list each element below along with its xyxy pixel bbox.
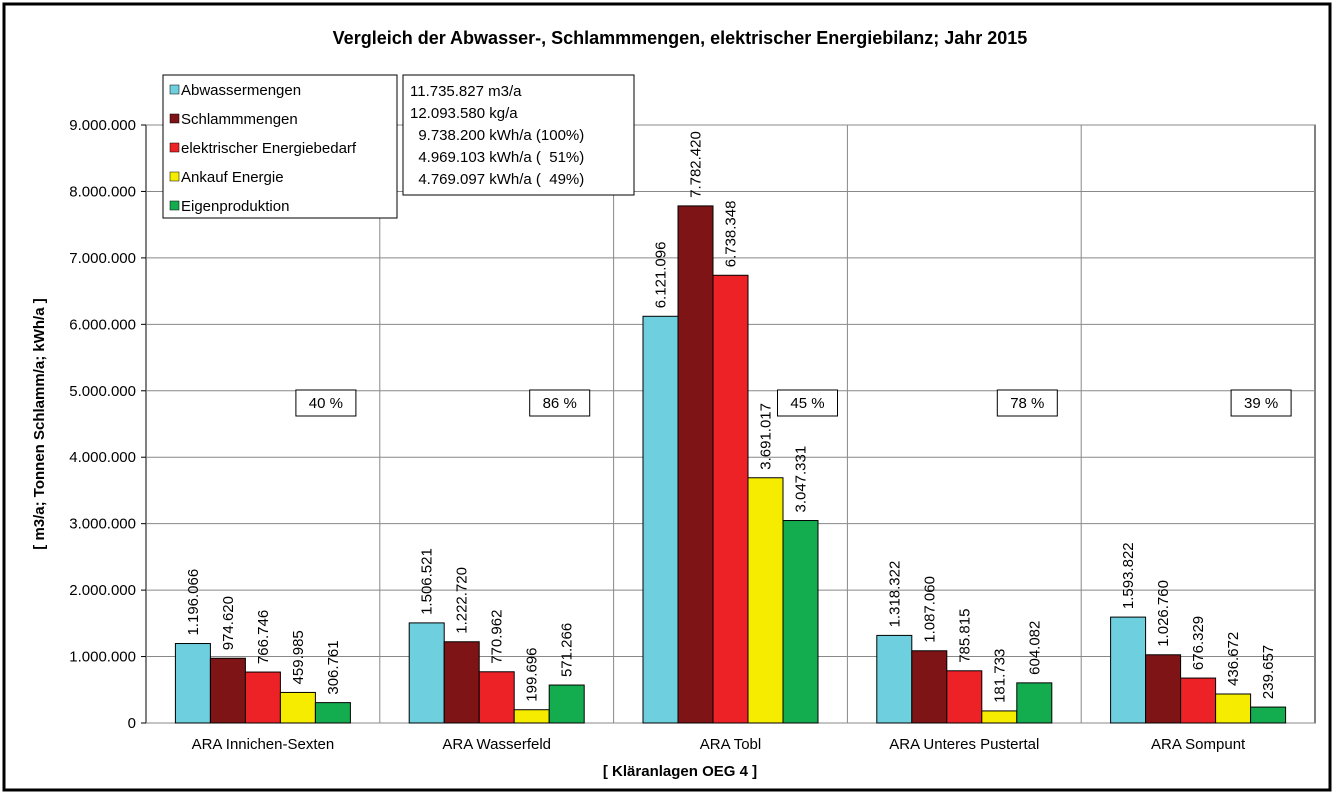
bar bbox=[782, 520, 819, 724]
bar bbox=[244, 671, 281, 724]
bar bbox=[513, 709, 550, 724]
y-axis-label: [ m3/a; Tonnen Schlamm/a; kWh/a ] bbox=[31, 298, 48, 549]
percent-label: 78 % bbox=[1010, 395, 1044, 412]
bar bbox=[981, 710, 1018, 724]
value-label: 6.738.348 bbox=[723, 201, 740, 268]
bar bbox=[1215, 693, 1252, 724]
y-tick-label: 3.000.000 bbox=[69, 516, 136, 533]
bar bbox=[1110, 616, 1147, 724]
percent-label: 39 % bbox=[1244, 395, 1278, 412]
value-label: 785.815 bbox=[956, 609, 973, 663]
bar bbox=[443, 641, 480, 724]
x-tick-label: ARA Unteres Pustertal bbox=[889, 736, 1039, 753]
value-label: 571.266 bbox=[559, 623, 576, 677]
bar bbox=[911, 650, 948, 724]
summary-line: 4.969.103 kWh/a ( 51%) bbox=[410, 149, 584, 166]
value-label: 239.657 bbox=[1260, 645, 1277, 699]
value-label: 199.696 bbox=[524, 647, 541, 701]
legend-swatch bbox=[169, 200, 180, 211]
y-tick-label: 0 bbox=[128, 715, 136, 732]
value-label: 181.733 bbox=[991, 649, 1008, 703]
percent-box bbox=[996, 389, 1058, 417]
bar bbox=[548, 684, 585, 724]
value-label: 459.985 bbox=[290, 630, 307, 684]
percent-label: 86 % bbox=[543, 395, 577, 412]
value-label: 676.329 bbox=[1190, 616, 1207, 670]
bar bbox=[209, 657, 246, 724]
legend-label: Ankauf Energie bbox=[181, 169, 284, 186]
legend-box bbox=[162, 74, 398, 219]
chart-title: Vergleich der Abwasser-, Schlammmengen, … bbox=[333, 28, 1028, 48]
bar bbox=[1016, 682, 1053, 724]
bar bbox=[642, 315, 679, 724]
bar bbox=[1145, 654, 1182, 724]
bar bbox=[876, 634, 913, 724]
percent-label: 45 % bbox=[790, 395, 824, 412]
legend-label: Schlammmengen bbox=[181, 111, 298, 128]
legend-label: elektrischer Energiebedarf bbox=[181, 140, 357, 157]
legend-label: Abwassermengen bbox=[181, 82, 301, 99]
y-tick-label: 1.000.000 bbox=[69, 649, 136, 666]
y-tick-label: 8.000.000 bbox=[69, 183, 136, 200]
value-label: 7.782.420 bbox=[688, 131, 705, 198]
percent-box bbox=[295, 389, 357, 417]
x-tick-label: ARA Wasserfeld bbox=[442, 736, 551, 753]
value-label: 1.087.060 bbox=[921, 576, 938, 643]
bar bbox=[1180, 677, 1217, 724]
value-label: 3.047.331 bbox=[793, 446, 810, 513]
legend-swatch bbox=[169, 171, 180, 182]
x-tick-label: ARA Tobl bbox=[700, 736, 761, 753]
bar bbox=[174, 643, 211, 724]
value-label: 604.082 bbox=[1026, 621, 1043, 675]
summary-line: 4.769.097 kWh/a ( 49%) bbox=[410, 171, 584, 188]
bar bbox=[478, 671, 515, 724]
summary-box bbox=[402, 74, 635, 196]
value-label: 436.672 bbox=[1225, 632, 1242, 686]
percent-box bbox=[777, 389, 838, 417]
value-label: 1.222.720 bbox=[454, 567, 471, 634]
value-label: 1.318.322 bbox=[886, 561, 903, 628]
value-label: 974.620 bbox=[220, 596, 237, 650]
summary-line: 9.738.200 kWh/a (100%) bbox=[410, 127, 584, 144]
bar bbox=[747, 477, 784, 724]
y-tick-label: 5.000.000 bbox=[69, 383, 136, 400]
bar bbox=[677, 205, 714, 724]
value-label: 770.962 bbox=[489, 610, 506, 664]
percent-label: 40 % bbox=[309, 395, 343, 412]
y-tick-label: 9.000.000 bbox=[69, 117, 136, 134]
legend-swatch bbox=[169, 113, 180, 124]
x-tick-label: ARA Sompunt bbox=[1151, 736, 1246, 753]
percent-box bbox=[1230, 389, 1292, 417]
value-label: 3.691.017 bbox=[758, 403, 775, 470]
y-tick-label: 6.000.000 bbox=[69, 316, 136, 333]
percent-box bbox=[529, 389, 591, 417]
legend-label: Eigenproduktion bbox=[181, 198, 289, 215]
value-label: 1.026.760 bbox=[1155, 580, 1172, 647]
summary-line: 12.093.580 kg/a bbox=[410, 105, 518, 122]
x-axis-label: [ Kläranlagen OEG 4 ] bbox=[603, 763, 757, 780]
y-tick-label: 7.000.000 bbox=[69, 250, 136, 267]
legend-swatch bbox=[169, 142, 180, 153]
bar bbox=[712, 274, 749, 724]
value-label: 1.196.066 bbox=[185, 569, 202, 636]
bar bbox=[1250, 706, 1287, 724]
value-label: 766.746 bbox=[255, 610, 272, 664]
bar bbox=[314, 702, 351, 724]
legend-swatch bbox=[169, 84, 180, 95]
x-tick-label: ARA Innichen-Sexten bbox=[192, 736, 335, 753]
bar bbox=[946, 670, 983, 724]
y-tick-label: 4.000.000 bbox=[69, 449, 136, 466]
value-label: 306.761 bbox=[325, 640, 342, 694]
value-label: 1.593.822 bbox=[1120, 542, 1137, 609]
y-tick-label: 2.000.000 bbox=[69, 582, 136, 599]
bar bbox=[408, 622, 445, 724]
bar bbox=[279, 691, 316, 724]
summary-line: 11.735.827 m3/a bbox=[410, 83, 522, 100]
value-label: 1.506.521 bbox=[419, 548, 436, 615]
value-label: 6.121.096 bbox=[653, 242, 670, 309]
